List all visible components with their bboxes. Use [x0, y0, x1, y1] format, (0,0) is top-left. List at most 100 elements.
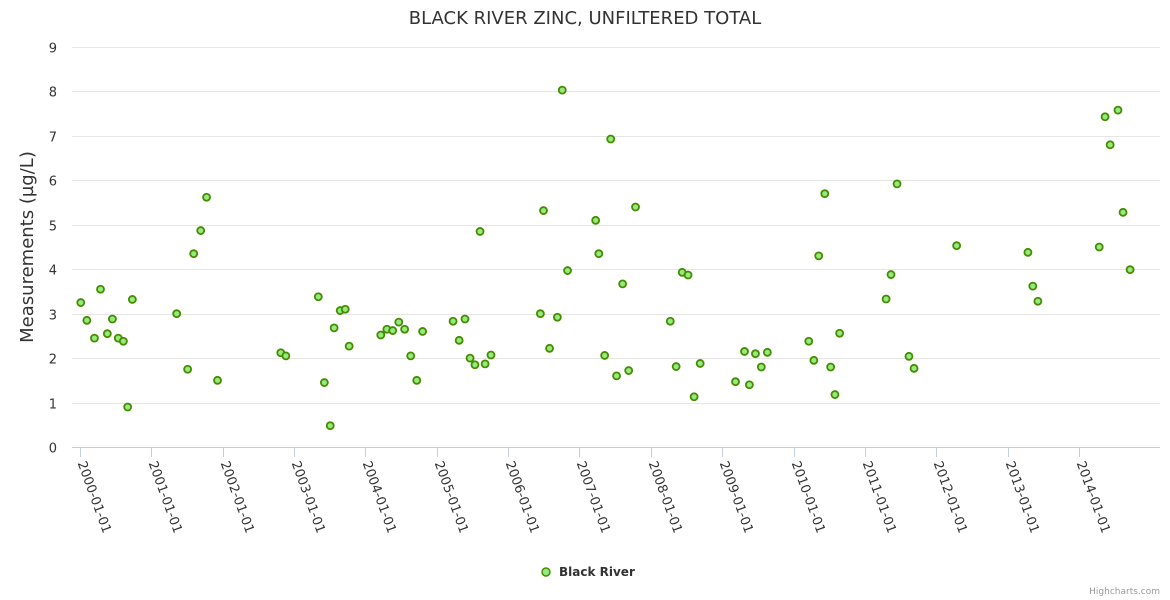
- data-point[interactable]: [751, 349, 760, 359]
- data-point[interactable]: [376, 330, 386, 340]
- data-point[interactable]: [804, 336, 814, 346]
- data-point[interactable]: [594, 249, 604, 259]
- data-point[interactable]: [213, 375, 222, 385]
- data-point[interactable]: [465, 353, 475, 363]
- data-point[interactable]: [394, 317, 404, 327]
- data-point[interactable]: [612, 371, 621, 381]
- data-point[interactable]: [183, 364, 193, 374]
- data-point[interactable]: [591, 215, 601, 225]
- data-point[interactable]: [102, 329, 112, 339]
- data-point[interactable]: [535, 309, 545, 319]
- data-point[interactable]: [600, 351, 610, 360]
- data-point[interactable]: [762, 347, 772, 357]
- data-point[interactable]: [1118, 207, 1128, 217]
- x-tick-label: 2011-01-01: [859, 459, 899, 535]
- legend-item-black-river[interactable]: Black River: [559, 565, 635, 579]
- data-point[interactable]: [196, 226, 206, 235]
- y-tick-label: 5: [49, 220, 57, 235]
- data-point[interactable]: [475, 227, 485, 236]
- data-point[interactable]: [683, 270, 693, 280]
- data-point[interactable]: [82, 315, 92, 325]
- credits-link[interactable]: Highcharts.com: [1089, 587, 1160, 597]
- data-point[interactable]: [1105, 140, 1115, 150]
- data-point[interactable]: [606, 134, 616, 144]
- data-point[interactable]: [486, 350, 496, 360]
- data-point[interactable]: [460, 314, 470, 324]
- data-point[interactable]: [1023, 247, 1033, 257]
- x-tick-label: 2006-01-01: [502, 459, 542, 535]
- data-point[interactable]: [76, 298, 86, 307]
- data-point[interactable]: [740, 347, 749, 356]
- data-point[interactable]: [671, 362, 681, 371]
- data-point[interactable]: [731, 377, 740, 387]
- data-point[interactable]: [744, 380, 754, 390]
- y-tick-label: 4: [49, 264, 57, 279]
- data-point[interactable]: [325, 421, 335, 431]
- data-point[interactable]: [909, 363, 919, 373]
- data-point[interactable]: [480, 359, 490, 369]
- x-tick-label: 2007-01-01: [573, 459, 613, 535]
- legend[interactable]: Black River: [541, 565, 635, 579]
- data-point[interactable]: [388, 326, 398, 335]
- data-point[interactable]: [756, 362, 766, 372]
- data-point[interactable]: [329, 323, 339, 333]
- data-point[interactable]: [1033, 296, 1043, 306]
- series-black-river: [76, 85, 1135, 431]
- data-point[interactable]: [406, 351, 416, 361]
- data-point[interactable]: [814, 251, 824, 261]
- data-point[interactable]: [202, 192, 211, 202]
- x-tick-label: 2002-01-01: [217, 459, 257, 535]
- x-tick-label: 2010-01-01: [788, 459, 828, 535]
- data-point[interactable]: [545, 343, 554, 353]
- data-point[interactable]: [123, 402, 133, 412]
- data-point[interactable]: [631, 202, 640, 212]
- data-point[interactable]: [809, 355, 819, 365]
- data-point[interactable]: [189, 249, 199, 259]
- data-point[interactable]: [563, 266, 572, 275]
- data-point[interactable]: [904, 351, 914, 361]
- data-point[interactable]: [826, 362, 836, 372]
- data-point[interactable]: [90, 333, 99, 343]
- data-point[interactable]: [1100, 112, 1110, 122]
- chart-title: BLACK RIVER ZINC, UNFILTERED TOTAL: [409, 8, 762, 29]
- data-point[interactable]: [340, 304, 350, 314]
- data-point[interactable]: [557, 85, 567, 95]
- data-point[interactable]: [108, 314, 117, 324]
- data-point[interactable]: [665, 316, 675, 326]
- data-point[interactable]: [118, 336, 128, 346]
- data-point[interactable]: [454, 335, 464, 345]
- data-point[interactable]: [96, 284, 105, 294]
- data-point[interactable]: [281, 351, 291, 361]
- data-point[interactable]: [820, 189, 830, 199]
- data-point[interactable]: [886, 270, 896, 279]
- data-point[interactable]: [412, 375, 422, 385]
- data-point[interactable]: [689, 392, 699, 402]
- y-axis-label: Measurements (µg/L): [17, 151, 38, 343]
- data-point[interactable]: [418, 327, 428, 336]
- data-point[interactable]: [1094, 242, 1104, 252]
- data-point[interactable]: [881, 294, 891, 304]
- data-point[interactable]: [470, 360, 480, 370]
- data-point[interactable]: [539, 206, 548, 215]
- data-point[interactable]: [313, 292, 323, 302]
- x-tick-label: 2004-01-01: [359, 459, 399, 535]
- data-point[interactable]: [892, 179, 902, 189]
- data-point[interactable]: [127, 295, 137, 304]
- data-point[interactable]: [830, 390, 840, 399]
- x-tick-label: 2009-01-01: [716, 459, 756, 535]
- data-point[interactable]: [952, 241, 962, 251]
- data-point[interactable]: [1113, 105, 1123, 115]
- data-point[interactable]: [1028, 281, 1038, 291]
- y-tick-label: 2: [49, 353, 57, 368]
- data-point[interactable]: [695, 359, 705, 368]
- data-point[interactable]: [618, 279, 628, 289]
- data-point[interactable]: [400, 324, 410, 334]
- data-point[interactable]: [319, 378, 329, 387]
- data-point[interactable]: [344, 341, 354, 351]
- data-point[interactable]: [448, 316, 458, 326]
- data-point[interactable]: [552, 312, 562, 322]
- data-point[interactable]: [624, 366, 634, 375]
- data-point[interactable]: [172, 309, 182, 319]
- data-point[interactable]: [835, 328, 845, 338]
- data-point[interactable]: [1125, 265, 1135, 275]
